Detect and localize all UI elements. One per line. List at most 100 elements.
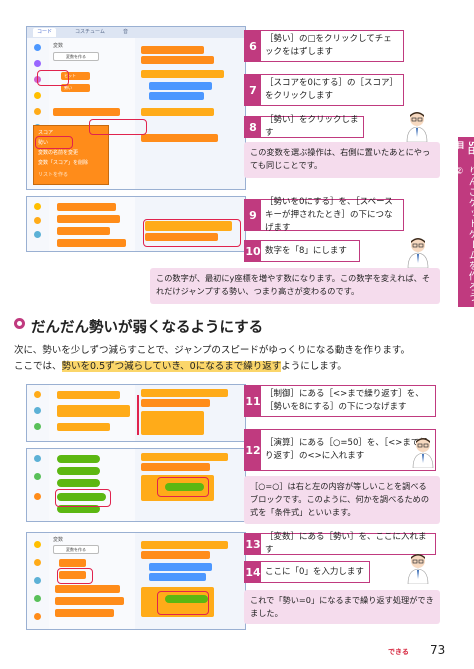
category-variables-icon[interactable] [34, 613, 41, 620]
teacher-illustration-icon [407, 554, 429, 584]
script-area[interactable] [135, 385, 245, 441]
set-seiyu-block[interactable] [145, 233, 218, 241]
palette-block-3[interactable] [57, 227, 110, 235]
palette-op-2[interactable] [57, 467, 100, 475]
note-step-12: ［○=○］は右と左の内容が等しいことを調べるブロックです。このように、何かを調べ… [244, 476, 440, 524]
dropdown-item-make-list[interactable]: リストを作る [38, 172, 69, 178]
category-operators-icon[interactable] [34, 595, 41, 602]
set-variable-block[interactable] [53, 108, 120, 116]
palette-op-equals[interactable] [57, 493, 106, 501]
note-step-8: この変数を選ぶ操作は、右側に置いたあとにやっても同じことです。 [244, 142, 440, 178]
step-14: 14 ここに「0」を入力します [244, 561, 370, 583]
variable-dropdown[interactable]: スコア 勢い 変数の名前を変更 変数「スコア」を削除 リストを作る [33, 125, 109, 185]
step-number: 7 [245, 75, 261, 105]
category-sensing-icon[interactable] [34, 455, 41, 462]
script-block-7[interactable] [141, 134, 218, 142]
step-text: 数字を「8」にします [265, 245, 347, 256]
category-events-icon[interactable] [34, 92, 41, 99]
variable-hit-block[interactable] [59, 559, 86, 567]
screenshot-space-key [26, 196, 246, 252]
category-control-icon[interactable] [34, 217, 41, 224]
space-key-hat-block[interactable] [145, 221, 232, 231]
palette-op-5[interactable] [57, 505, 100, 513]
set-seiyu-block[interactable] [141, 551, 210, 559]
step-8: 8 ［勢い］をクリックします [244, 115, 364, 138]
palette-block-1[interactable] [57, 391, 120, 399]
palette-block-4[interactable] [57, 239, 126, 247]
set-seiyu-block[interactable] [141, 399, 210, 407]
step-text: ［勢い］をクリックします [265, 115, 359, 138]
dropdown-item-delete[interactable]: 変数「スコア」を削除 [38, 160, 89, 166]
script-block-2[interactable] [141, 56, 214, 64]
script-block-3[interactable] [141, 70, 224, 78]
make-variable-button[interactable]: 変数を作る [53, 52, 99, 61]
script-area[interactable] [135, 533, 245, 629]
tab-sound[interactable]: 音 [123, 29, 129, 35]
palette-op-1[interactable] [57, 455, 100, 463]
space-key-hat-block[interactable] [141, 453, 228, 461]
script-block-1[interactable] [141, 46, 204, 54]
variable-seiyu-block[interactable]: 勢い [61, 84, 90, 92]
palette-title: 変数 [53, 43, 64, 49]
script-block-4[interactable] [149, 573, 206, 581]
step-13: 13 ［変数］にある［勢い］を、ここに入れます [244, 532, 436, 555]
dropdown-item-rename[interactable]: 変数の名前を変更 [38, 150, 79, 156]
category-sensing-icon[interactable] [34, 407, 41, 414]
step-text: ［勢い］の□をクリックしてチェックをはずします [265, 34, 392, 57]
space-key-hat-block[interactable] [141, 389, 228, 397]
palette-block-4[interactable] [55, 597, 124, 605]
make-variable-button[interactable]: 変数を作る [53, 545, 99, 554]
score-highlight [89, 119, 147, 135]
category-control-icon[interactable] [34, 559, 41, 566]
space-key-hat-block[interactable] [141, 541, 228, 549]
dropdown-seiyu-highlight [35, 136, 73, 149]
chapter-side-tab: 5日目 りんごゲットゲームを作ろう② [454, 137, 474, 307]
category-motion-icon[interactable] [34, 44, 41, 51]
equals-operator-slot[interactable] [165, 483, 204, 491]
script-area[interactable] [135, 38, 245, 189]
dropdown-item-score[interactable]: スコア [38, 130, 54, 136]
palette-block-2[interactable] [57, 405, 130, 417]
drag-indicator [137, 395, 139, 435]
section-body-line-2: ここでは、勢いを0.5ずつ減らしていき、0になるまで繰り返すようにします。 [14, 360, 347, 374]
dropdown-item-seiyu[interactable]: 勢い [38, 140, 49, 146]
category-looks-icon[interactable] [34, 60, 41, 67]
tab-costume[interactable]: コスチューム [75, 29, 105, 35]
section-circle-icon [14, 318, 25, 329]
palette-block-5[interactable] [55, 609, 114, 617]
step-number: 13 [245, 534, 261, 554]
category-control-icon[interactable] [34, 108, 41, 115]
category-variables-icon[interactable] [34, 493, 41, 500]
equals-operator-slot[interactable] [165, 595, 208, 603]
palette-block-2[interactable] [57, 215, 120, 223]
block-palette: 変数 変数を作る [49, 533, 136, 629]
category-sensing-icon[interactable] [34, 577, 41, 584]
category-operators-icon[interactable] [34, 423, 41, 430]
repeat-until-block[interactable] [141, 411, 204, 435]
body-text-highlight: 勢いを0.5ずつ減らしていき、0になるまで繰り返す [61, 361, 282, 372]
teacher-illustration-icon [406, 112, 428, 142]
step-number: 9 [245, 200, 261, 230]
category-events-icon[interactable] [34, 541, 41, 548]
category-operators-icon[interactable] [34, 473, 41, 480]
script-block-3[interactable] [149, 563, 212, 571]
set-seiyu-block[interactable] [141, 463, 210, 471]
palette-op-3[interactable] [57, 479, 100, 487]
script-area[interactable] [135, 197, 245, 251]
script-block-6[interactable] [141, 108, 214, 116]
variable-seiyu-block[interactable] [59, 571, 86, 579]
step-number: 10 [245, 241, 261, 261]
palette-block-3[interactable] [57, 423, 110, 431]
step-number: 11 [245, 386, 261, 416]
category-events-icon[interactable] [34, 203, 41, 210]
script-block-4[interactable] [149, 82, 212, 90]
script-block-5[interactable] [149, 92, 204, 100]
category-sensing-icon[interactable] [34, 231, 41, 238]
category-list [27, 449, 50, 521]
tab-code[interactable]: コード [33, 28, 57, 37]
variable-hit-block[interactable]: ヒット [61, 72, 90, 80]
category-list [27, 385, 50, 441]
palette-block-3[interactable] [55, 585, 120, 593]
palette-block-1[interactable] [57, 203, 116, 211]
category-control-icon[interactable] [34, 391, 41, 398]
